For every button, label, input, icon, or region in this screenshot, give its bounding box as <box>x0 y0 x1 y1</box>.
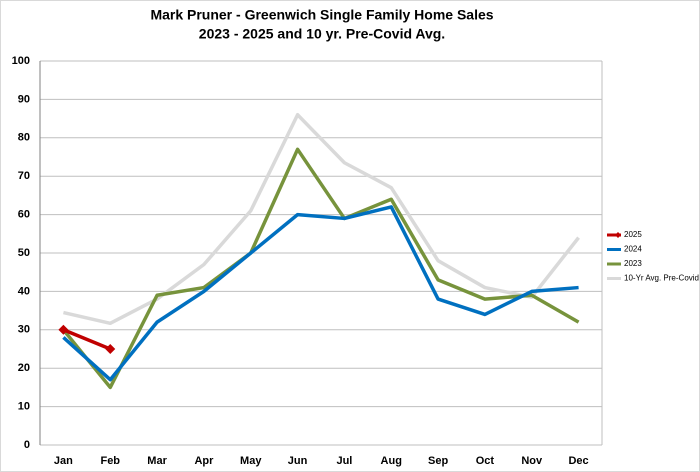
x-tick-label: Mar <box>147 455 167 467</box>
chart-subtitle: 2023 - 2025 and 10 yr. Pre-Covid Avg. <box>199 26 445 42</box>
series-line <box>63 113 580 326</box>
x-tick-label: Feb <box>100 455 120 467</box>
series-marker <box>58 324 69 335</box>
x-tick-label: Nov <box>521 455 543 467</box>
series-line <box>62 328 111 351</box>
chart-title: Mark Pruner - Greenwich Single Family Ho… <box>150 7 493 23</box>
y-tick-label: 0 <box>24 439 30 451</box>
y-tick-label: 60 <box>18 209 30 221</box>
legend-label: 2023 <box>624 259 642 268</box>
x-tick-label: Jun <box>288 455 308 467</box>
x-tick-label: Jan <box>54 455 73 467</box>
legend-marker <box>615 232 621 238</box>
y-tick-label: 20 <box>18 362 30 374</box>
x-tick-label: May <box>240 455 262 467</box>
x-tick-label: Oct <box>476 455 495 467</box>
y-tick-label: 70 <box>18 170 30 182</box>
y-tick-label: 80 <box>18 132 30 144</box>
x-tick-label: Aug <box>381 455 402 467</box>
x-tick-label: Apr <box>194 455 214 467</box>
y-tick-label: 40 <box>18 285 30 297</box>
y-tick-label: 10 <box>18 401 30 413</box>
y-tick-label: 100 <box>12 55 30 67</box>
legend-label: 2025 <box>624 230 642 239</box>
x-tick-label: Sep <box>428 455 448 467</box>
y-tick-label: 30 <box>18 324 30 336</box>
legend-label: 10-Yr Avg. Pre-Covid <box>624 274 699 283</box>
legend-label: 2024 <box>624 245 642 254</box>
series-line <box>62 147 580 390</box>
series-line <box>62 205 579 382</box>
series-marker <box>105 344 116 354</box>
x-tick-label: Dec <box>568 455 588 467</box>
y-tick-label: 50 <box>18 247 30 259</box>
y-tick-label: 90 <box>18 93 30 105</box>
x-tick-label: Jul <box>336 455 352 467</box>
